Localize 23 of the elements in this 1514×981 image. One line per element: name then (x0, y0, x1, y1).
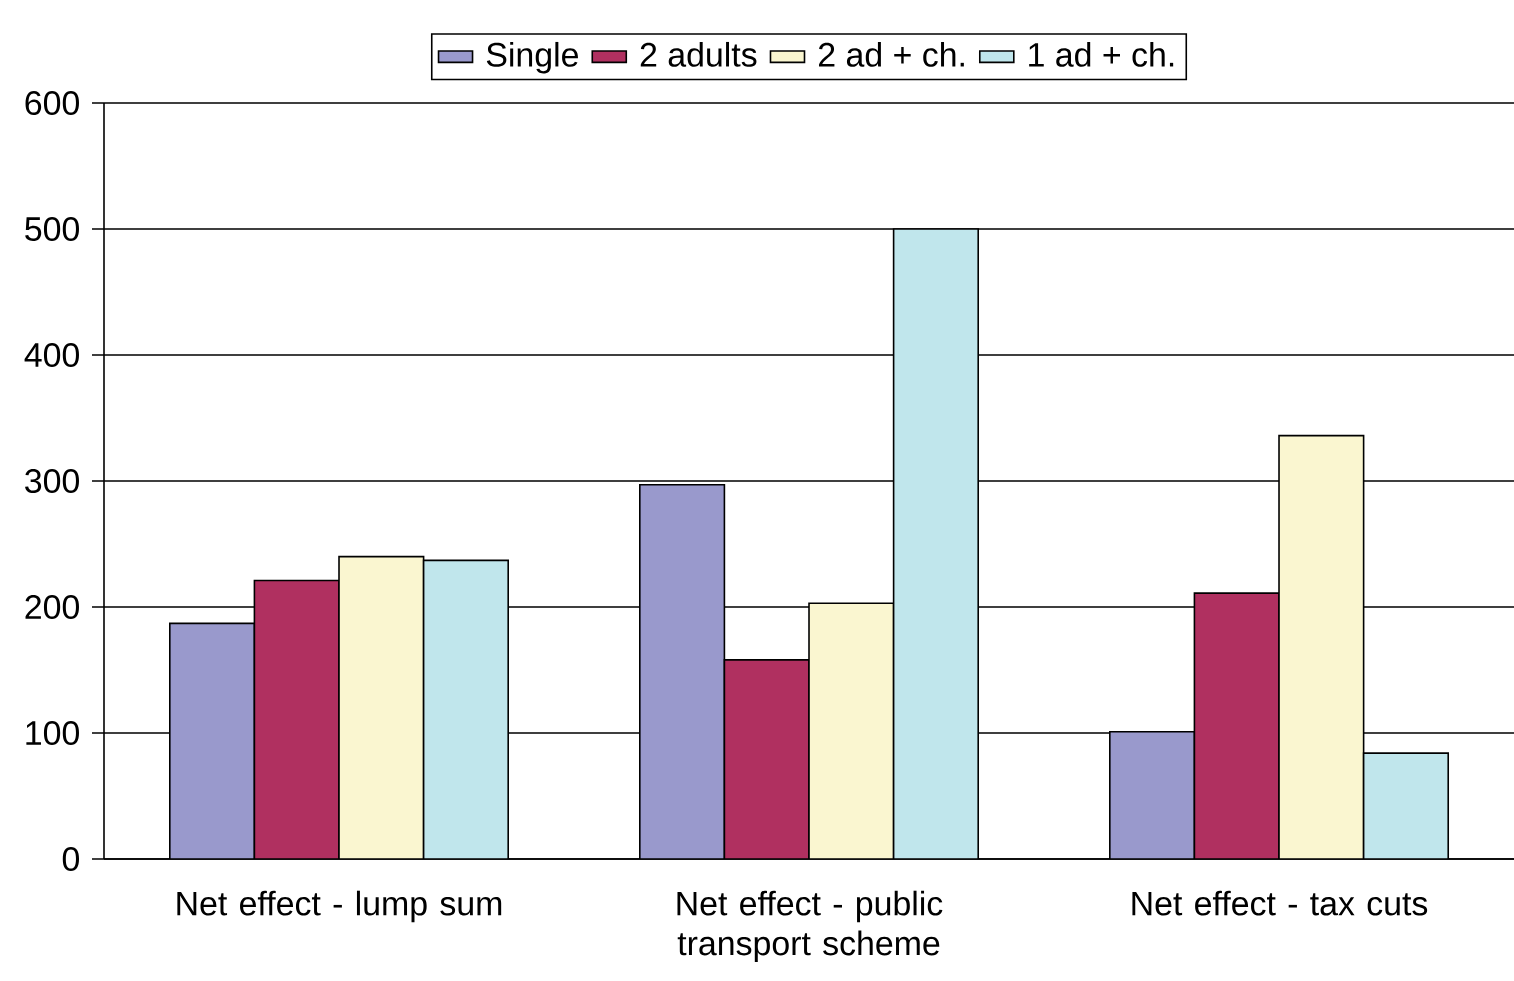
y-tick-label: 500 (25, 217, 79, 241)
bar (808, 602, 895, 859)
bar (723, 659, 810, 859)
legend-label: Single (486, 41, 578, 74)
bar (253, 579, 340, 859)
bar (169, 622, 256, 859)
bar (338, 555, 425, 859)
legend-label: 2 ad + ch. (819, 41, 964, 67)
bar (1278, 434, 1365, 859)
bar (639, 483, 726, 859)
y-tick-label: 0 (62, 847, 80, 871)
bar (1193, 592, 1280, 859)
bar (1109, 730, 1196, 859)
x-tick-label: Net effect - public transport scheme (677, 890, 943, 963)
x-tick-label: Net effect - lump sum (177, 890, 502, 923)
legend-label: 2 adults (640, 41, 757, 67)
y-tick-label: 400 (24, 343, 79, 367)
y-tick-label: 600 (25, 91, 79, 115)
y-tick-label: 300 (25, 469, 79, 493)
x-tick-label: Net effect - tax cuts (1132, 890, 1428, 916)
y-tick-label: 100 (26, 721, 79, 745)
y-tick-label: 200 (25, 595, 79, 619)
legend-label: 1 ad + ch. (1029, 41, 1174, 67)
